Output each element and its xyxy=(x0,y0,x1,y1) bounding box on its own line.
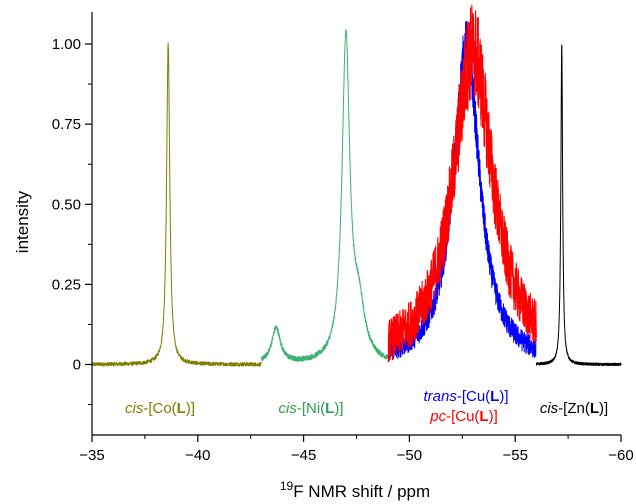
x-axis-label-superscript: 19 xyxy=(280,479,294,493)
annotation-co: cis-[Co(L)] xyxy=(125,400,195,417)
series-line-5 xyxy=(535,44,622,367)
annotation-trans-cu: trans-[Cu(L)] xyxy=(423,388,508,405)
x-axis-label: 19F NMR shift / ppm xyxy=(280,479,430,501)
y-tick-label: 0 xyxy=(73,357,81,374)
y-axis-label: intensity xyxy=(13,190,32,253)
series-line-4 xyxy=(387,4,537,362)
y-tick-label: 1.00 xyxy=(52,36,81,53)
x-axis-label-text: F NMR shift / ppm xyxy=(293,482,430,501)
series-layer xyxy=(91,4,622,367)
series-line-3 xyxy=(387,20,537,363)
x-tick-label: −60 xyxy=(608,447,633,464)
annotation-ni: cis-[Ni(L)] xyxy=(278,400,343,417)
y-tick-label: 0.25 xyxy=(52,276,81,293)
series-line-1 xyxy=(91,42,262,367)
annotation-zn: cis-[Zn(L)] xyxy=(540,400,608,417)
x-tick-label: −50 xyxy=(397,447,422,464)
ticks-layer: −35 −40 −45 −50 −55 −60 0 0.25 0.50 0.75 1.00 xyxy=(52,36,634,464)
x-tick-label: −45 xyxy=(291,447,316,464)
annotation-pc-cu: pc-[Cu(L)] xyxy=(429,408,498,425)
x-tick-label: −35 xyxy=(79,447,104,464)
x-tick-label: −40 xyxy=(185,447,210,464)
y-tick-label: 0.50 xyxy=(52,196,81,213)
x-tick-label: −55 xyxy=(502,447,527,464)
series-line-2 xyxy=(260,28,389,362)
plot-area: −35 −40 −45 −50 −55 −60 0 0.25 0.50 0.75 1.00 xyxy=(52,4,634,464)
y-tick-label: 0.75 xyxy=(52,116,81,133)
